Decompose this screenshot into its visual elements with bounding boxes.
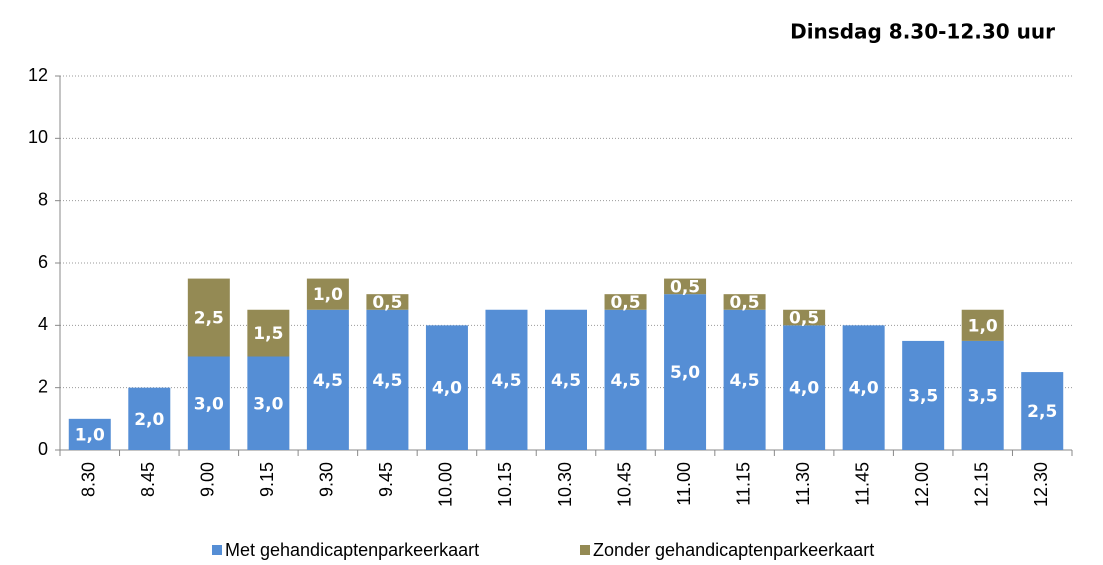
bar: [545, 309, 587, 450]
y-tick-label: 4: [38, 314, 48, 334]
x-tick-label: 11.15: [733, 462, 753, 506]
data-label: 1,0: [968, 316, 998, 336]
bar: [187, 278, 230, 357]
data-label: 3,5: [908, 386, 938, 406]
data-label: 4,0: [432, 379, 462, 399]
bar: [366, 294, 409, 310]
x-tick-label: 10.15: [495, 462, 515, 507]
y-tick-label: 10: [28, 127, 48, 147]
data-label: 3,0: [194, 394, 224, 414]
x-tick-label: 8.45: [138, 462, 158, 497]
data-label: 2,5: [1027, 402, 1057, 422]
bar: [306, 278, 349, 310]
x-tick-label: 11.45: [852, 462, 872, 506]
legend-label: Zonder gehandicaptenparkeerkaart: [593, 540, 874, 560]
data-label: 4,5: [730, 371, 760, 391]
x-tick-label: 9.00: [198, 462, 218, 497]
x-tick-label: 9.45: [376, 462, 396, 497]
data-label: 5,0: [670, 363, 700, 383]
x-tick-label: 12.00: [912, 462, 932, 507]
x-tick-label: 8.30: [79, 462, 99, 497]
bar: [1021, 372, 1064, 450]
bar: [187, 356, 230, 450]
bar: [604, 294, 647, 310]
x-tick-label: 11.00: [674, 462, 694, 506]
data-label: 3,0: [253, 394, 283, 414]
x-tick-label: 12.15: [971, 462, 991, 507]
data-label: 0,5: [372, 293, 402, 313]
x-tick-label: 10.00: [436, 462, 456, 507]
bar: [366, 309, 409, 450]
x-tick-label: 10.30: [555, 462, 575, 507]
bar: [306, 309, 349, 450]
data-label: 4,0: [849, 379, 879, 399]
y-tick-label: 2: [38, 376, 48, 396]
bar: [128, 387, 171, 450]
bar: [664, 278, 707, 295]
data-label: 4,5: [313, 371, 343, 391]
y-tick-label: 12: [28, 65, 48, 85]
legend-swatch: [212, 545, 222, 555]
bar: [723, 294, 766, 310]
data-label: 4,5: [491, 371, 521, 391]
legend-label: Met gehandicaptenparkeerkaart: [225, 540, 479, 560]
bar: [247, 356, 290, 450]
data-label: 3,5: [968, 386, 998, 406]
x-tick-label: 9.30: [317, 462, 337, 497]
bar: [664, 294, 707, 450]
data-label: 4,5: [551, 371, 581, 391]
bar: [485, 309, 528, 450]
bar: [902, 340, 945, 450]
y-tick-label: 6: [38, 252, 48, 272]
data-label: 4,5: [610, 371, 640, 391]
data-label: 2,0: [134, 410, 164, 430]
bar: [68, 418, 111, 450]
bar: [961, 340, 1004, 450]
x-tick-label: 9.15: [257, 462, 277, 497]
data-label: 0,5: [670, 277, 700, 297]
bar: [961, 309, 1004, 341]
y-tick-label: 8: [38, 189, 48, 209]
data-label: 4,0: [789, 379, 819, 399]
data-label: 2,5: [194, 309, 224, 329]
x-tick-label: 10.45: [614, 462, 634, 507]
bar: [425, 325, 468, 450]
data-label: 4,5: [372, 371, 402, 391]
bar: [723, 309, 766, 450]
bar: [604, 309, 647, 450]
y-tick-label: 0: [38, 439, 48, 459]
x-tick-label: 12.30: [1031, 462, 1051, 507]
bar: [783, 309, 826, 326]
bar: [247, 309, 290, 357]
legend-swatch: [580, 545, 590, 555]
data-label: 1,5: [253, 324, 283, 344]
data-label: 1,0: [75, 425, 105, 445]
data-label: 0,5: [610, 293, 640, 313]
x-tick-label: 11.30: [793, 462, 813, 506]
data-label: 0,5: [730, 293, 760, 313]
data-label: 0,5: [789, 309, 819, 329]
bar: [783, 325, 826, 450]
chart-title: Dinsdag 8.30-12.30 uur: [790, 20, 1055, 44]
data-label: 1,0: [313, 285, 343, 305]
bar: [842, 325, 885, 450]
